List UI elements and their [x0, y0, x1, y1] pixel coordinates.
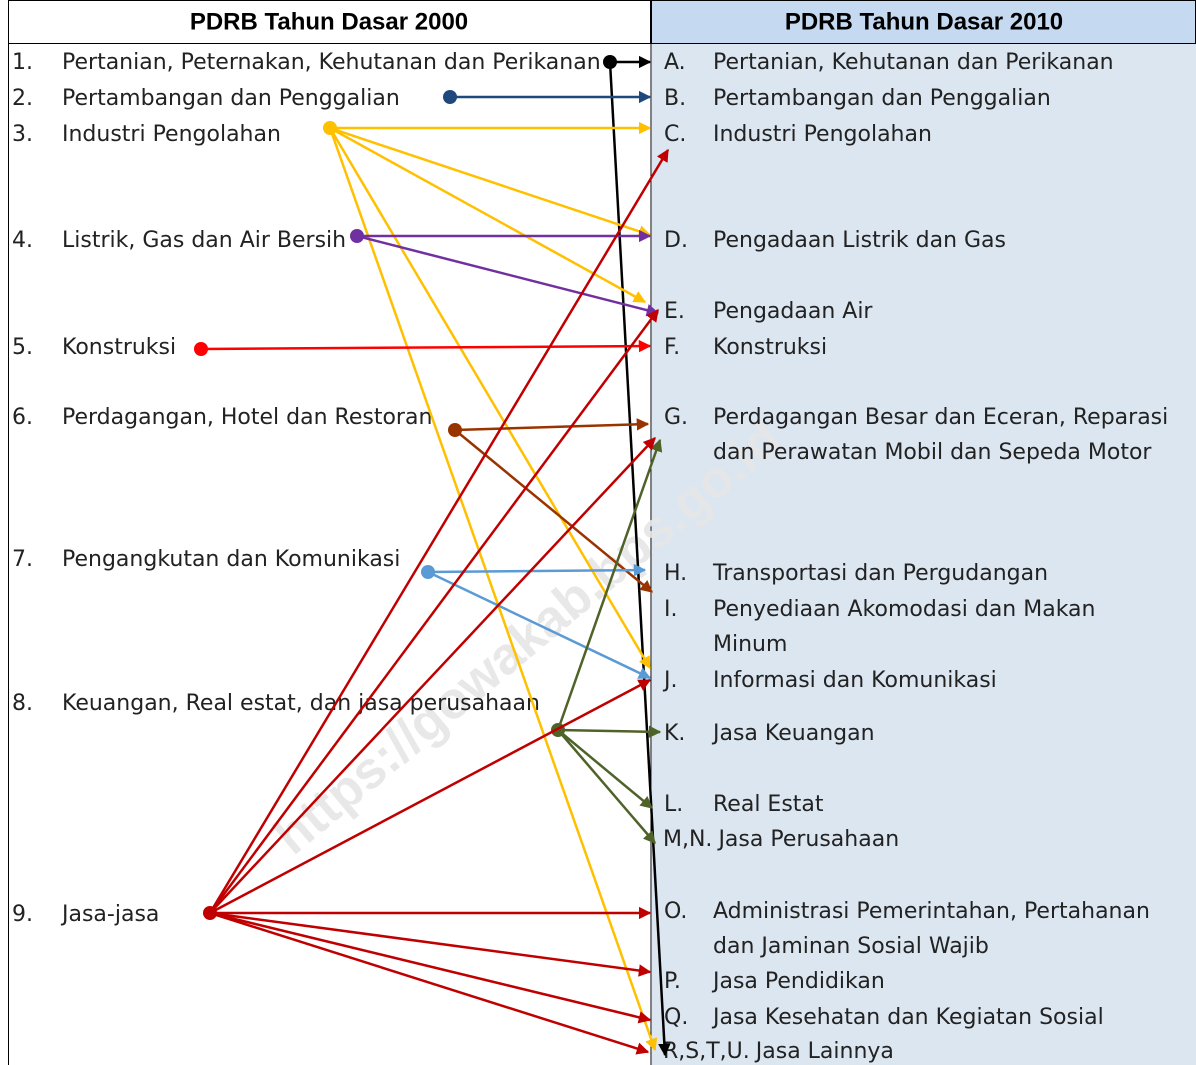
connector-arrow — [328, 127, 652, 670]
connector-origin — [350, 229, 364, 243]
left-label: Perdagangan, Hotel dan Restoran — [62, 405, 432, 430]
connector-origin — [203, 906, 217, 920]
right-letter: P. — [664, 969, 681, 994]
left-label: Pertambangan dan Penggalian — [62, 86, 400, 111]
connector-arrow — [208, 308, 660, 914]
right-letter: E. — [664, 299, 685, 324]
left-number: 6. — [12, 405, 33, 430]
right-letter: I. — [664, 597, 677, 622]
connector-arrow — [209, 678, 652, 915]
right-label: Transportasi dan Pergudangan — [712, 561, 1048, 586]
connector-arrow — [454, 429, 653, 593]
right-letter: Q. — [664, 1005, 688, 1030]
right-label: Jasa Pendidikan — [711, 969, 885, 994]
right-label: Jasa Kesehatan dan Kegiatan Sosial — [711, 1005, 1104, 1030]
right-item: M,N. Jasa Perusahaan — [663, 827, 899, 852]
right-label: Jasa Lainnya — [754, 1039, 894, 1064]
left-header-box — [8, 0, 651, 44]
right-label: Perdagangan Besar dan Eceran, Reparasi — [713, 405, 1168, 430]
right-label: Pertambangan dan Penggalian — [713, 86, 1051, 111]
left-header: PDRB Tahun Dasar 2000 — [190, 8, 468, 35]
left-label: Listrik, Gas dan Air Bersih — [62, 228, 346, 253]
connector-origin — [194, 342, 208, 356]
right-header: PDRB Tahun Dasar 2010 — [785, 8, 1063, 35]
connector-arrow — [209, 911, 652, 977]
right-label: Jasa Keuangan — [711, 721, 875, 746]
connector-origin — [448, 423, 462, 437]
left-number: 9. — [12, 902, 33, 927]
left-number: 7. — [12, 547, 33, 572]
right-label: Informasi dan Komunikasi — [713, 668, 997, 693]
connector-origin — [421, 565, 435, 579]
left-label: Pengangkutan dan Komunikasi — [62, 547, 400, 572]
connector-arrow — [427, 570, 652, 680]
right-letter: R,S,T,U. — [663, 1039, 750, 1064]
connector-origin — [603, 55, 617, 69]
right-label: Jasa Perusahaan — [716, 827, 899, 852]
right-label: Real Estat — [713, 792, 824, 817]
right-letter: L. — [664, 792, 683, 817]
left-number: 2. — [12, 86, 33, 111]
right-letter: J. — [662, 668, 677, 693]
connector-arrow — [200, 339, 652, 353]
right-letter: H. — [664, 561, 687, 586]
connector-arrow — [557, 725, 662, 739]
left-label: Jasa-jasa — [60, 902, 159, 927]
connector-arrow — [556, 438, 663, 731]
right-label: Pengadaan Air — [713, 299, 873, 324]
right-letter: K. — [664, 721, 685, 746]
right-column — [652, 0, 1196, 1065]
right-header-box — [651, 0, 1196, 44]
right-label: Penyediaan Akomodasi dan Makan — [713, 597, 1096, 622]
connector-arrow — [208, 148, 670, 914]
right-label: Pengadaan Listrik dan Gas — [713, 228, 1006, 253]
right-letter: O. — [664, 899, 687, 924]
connector-arrow — [329, 126, 647, 304]
connector-arrow — [557, 729, 653, 809]
right-item: R,S,T,U. Jasa Lainnya — [663, 1039, 894, 1064]
left-label: Industri Pengolahan — [62, 122, 281, 147]
right-label: dan Jaminan Sosial Wajib — [713, 934, 989, 959]
right-letter: D. — [664, 228, 688, 253]
connector-arrow — [328, 127, 658, 1052]
connector-arrow — [209, 911, 650, 1055]
right-letter: A. — [664, 50, 686, 75]
right-label: dan Perawatan Mobil dan Sepeda Motor — [713, 440, 1152, 465]
right-label: Pertanian, Kehutanan dan Perikanan — [713, 50, 1114, 75]
left-label: Pertanian, Peternakan, Kehutanan dan Per… — [62, 50, 601, 75]
right-letter: G. — [664, 405, 688, 430]
connector-origin — [323, 121, 337, 135]
right-label: Minum — [713, 632, 787, 657]
right-letter: F. — [664, 335, 680, 360]
right-letter: M,N. — [663, 827, 712, 852]
left-label: Keuangan, Real estat, dan jasa perusahaa… — [62, 691, 540, 716]
connector-arrow — [329, 126, 652, 238]
connector-arrow — [356, 234, 660, 317]
right-letter: C. — [664, 122, 686, 147]
right-label: Administrasi Pemerintahan, Pertahanan — [713, 899, 1150, 924]
connector-arrow — [557, 729, 656, 844]
connector-arrow — [209, 911, 652, 1024]
left-number: 3. — [12, 122, 33, 147]
connector-arrow — [454, 418, 650, 432]
left-number: 5. — [12, 335, 33, 360]
connector-origin — [443, 90, 457, 104]
right-label: Industri Pengolahan — [713, 122, 932, 147]
left-number: 1. — [12, 50, 33, 75]
left-label: Konstruksi — [62, 335, 176, 360]
right-label: Konstruksi — [713, 335, 827, 360]
connector-arrow — [608, 61, 671, 1057]
right-letter: B. — [664, 86, 686, 111]
left-number: 8. — [12, 691, 33, 716]
connector-arrow — [209, 437, 656, 914]
left-number: 4. — [12, 228, 33, 253]
